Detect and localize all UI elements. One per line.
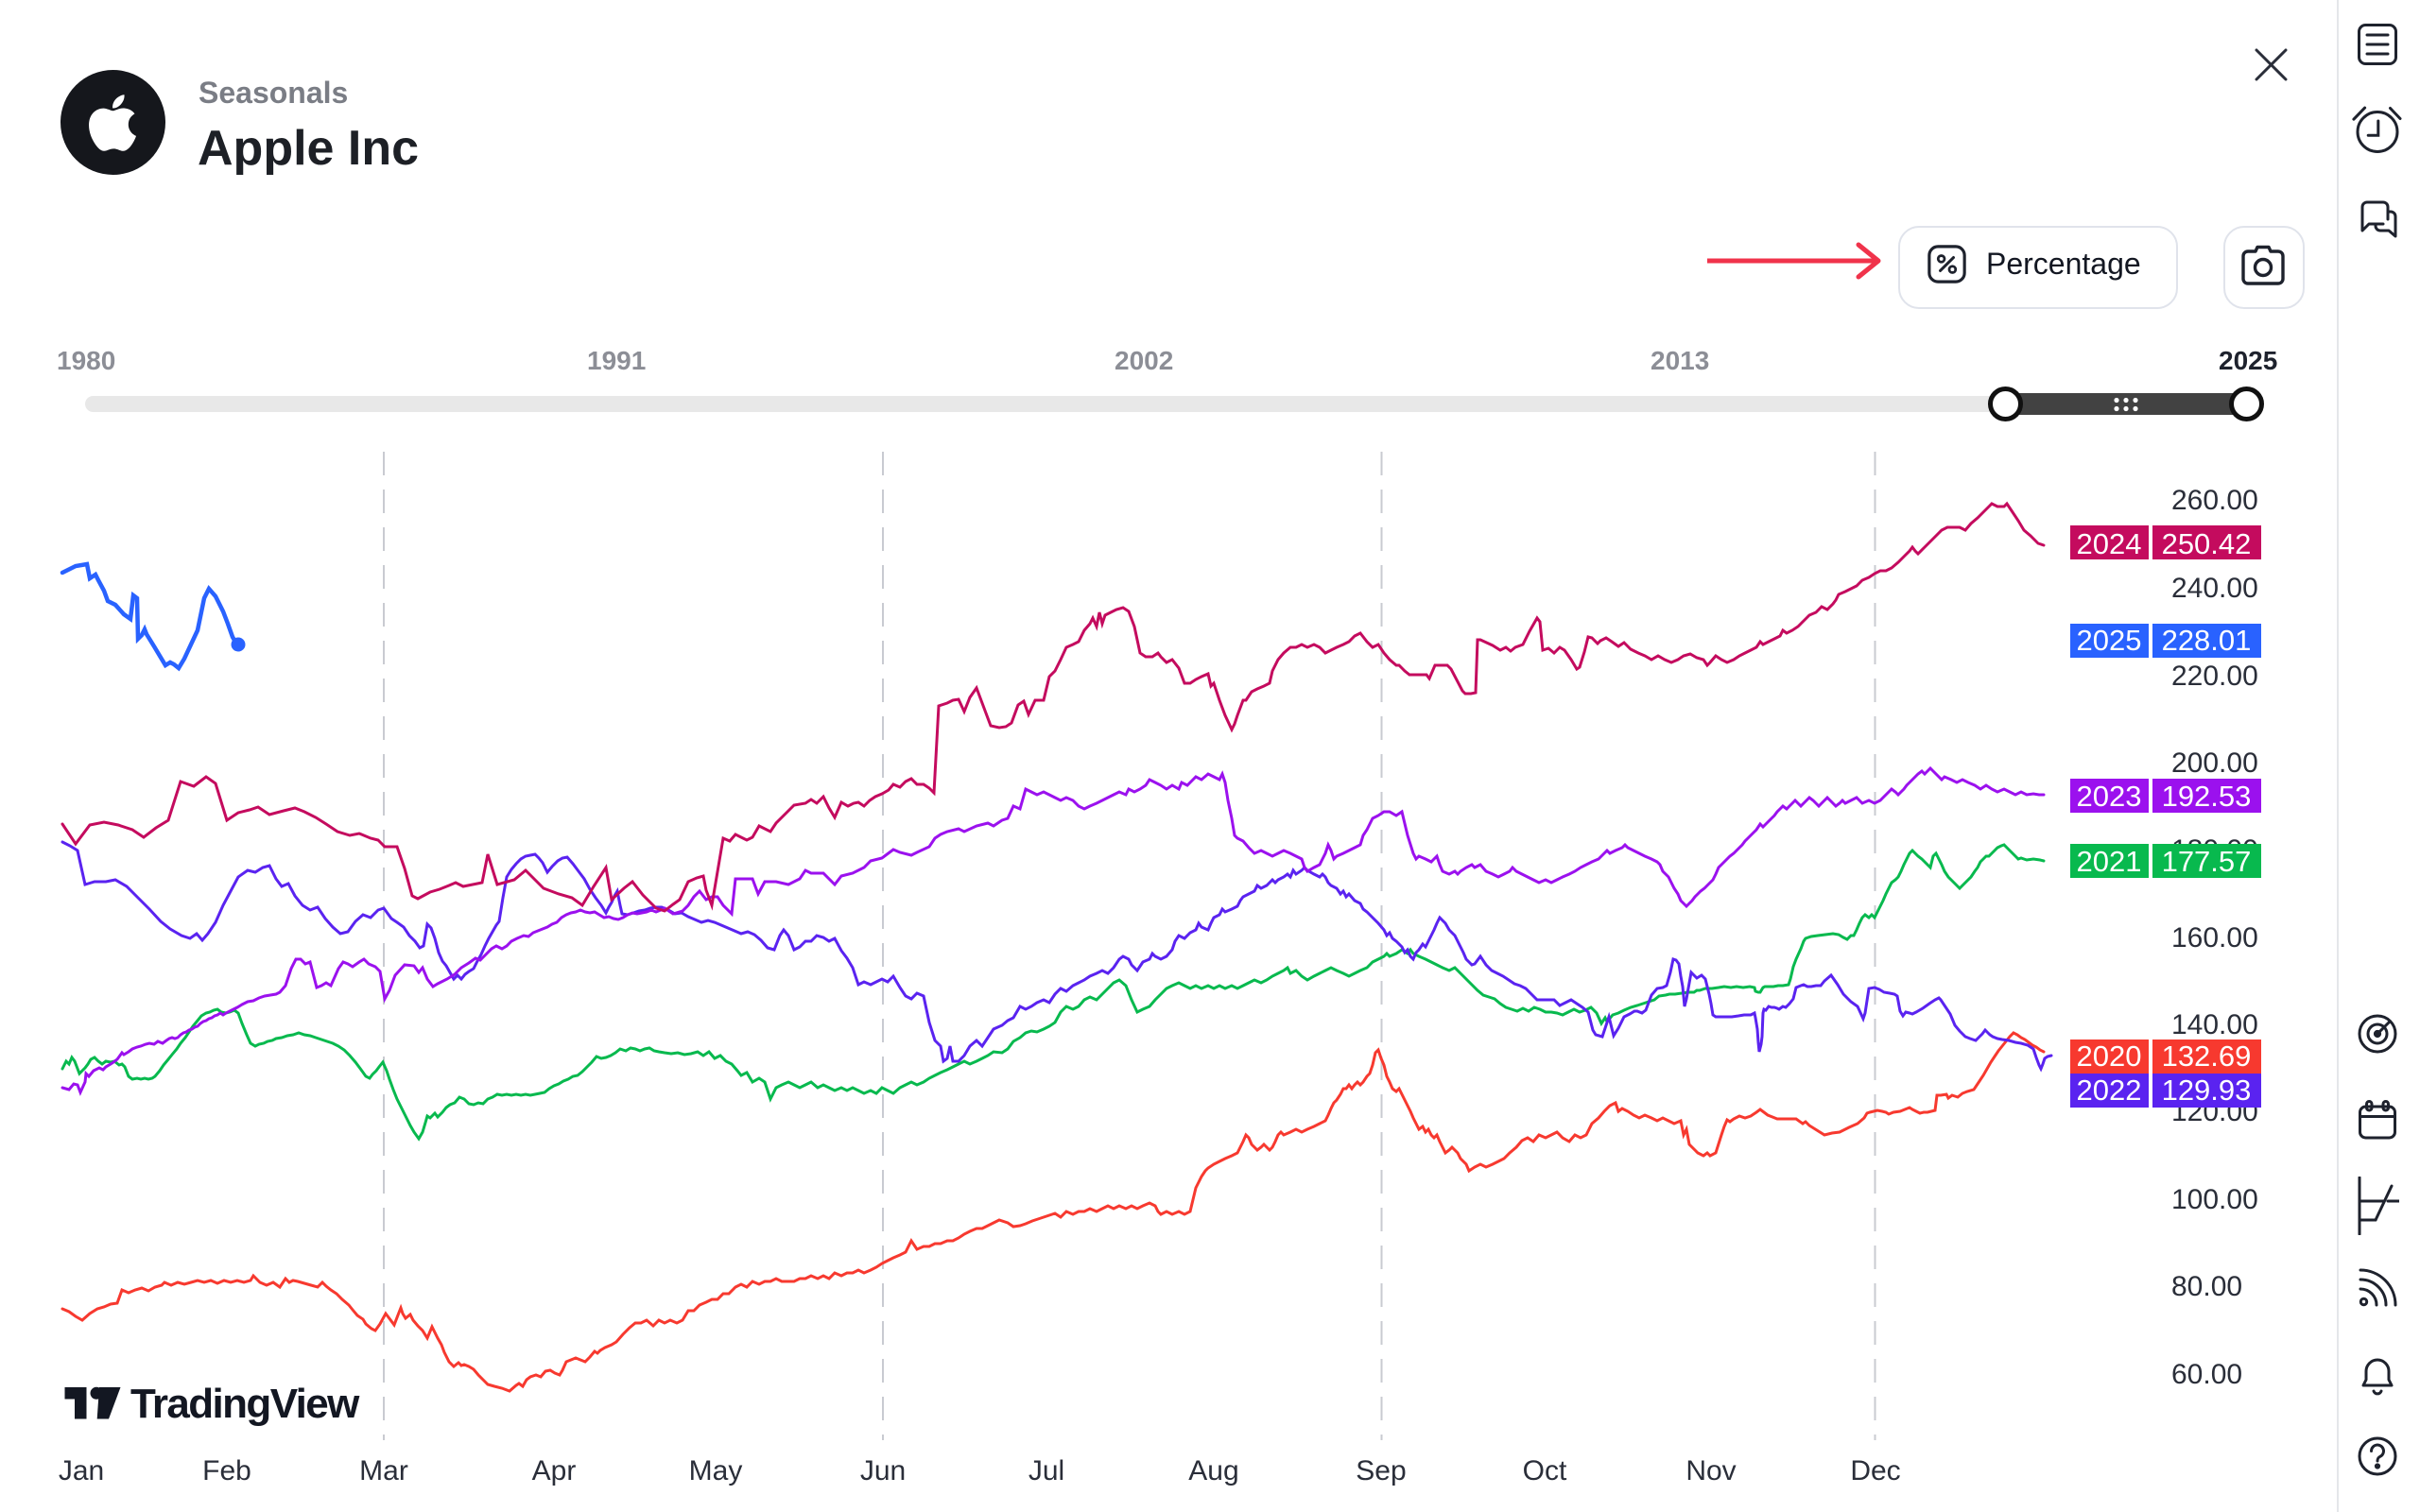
svg-text:200.00: 200.00 — [2171, 747, 2258, 779]
svg-text:240.00: 240.00 — [2171, 573, 2258, 604]
svg-text:2024: 2024 — [2077, 527, 2142, 560]
svg-text:2025: 2025 — [2077, 624, 2142, 657]
svg-text:Aug: Aug — [1188, 1455, 1238, 1486]
svg-text:220.00: 220.00 — [2171, 661, 2258, 692]
svg-text:Jul: Jul — [1028, 1455, 1064, 1486]
svg-text:129.93: 129.93 — [2162, 1074, 2252, 1107]
svg-text:160.00: 160.00 — [2171, 922, 2258, 954]
svg-text:2020: 2020 — [2077, 1040, 2142, 1073]
svg-text:Oct: Oct — [1523, 1455, 1567, 1486]
svg-text:Mar: Mar — [359, 1455, 408, 1486]
svg-text:Apr: Apr — [532, 1455, 577, 1486]
svg-text:2022: 2022 — [2077, 1074, 2142, 1107]
svg-text:100.00: 100.00 — [2171, 1184, 2258, 1215]
svg-text:250.42: 250.42 — [2162, 527, 2252, 560]
svg-text:May: May — [689, 1455, 743, 1486]
svg-text:60.00: 60.00 — [2171, 1359, 2242, 1390]
svg-text:132.69: 132.69 — [2162, 1040, 2252, 1073]
svg-text:80.00: 80.00 — [2171, 1271, 2242, 1302]
svg-text:Dec: Dec — [1850, 1455, 1900, 1486]
svg-text:2023: 2023 — [2077, 780, 2142, 813]
svg-text:Sep: Sep — [1356, 1455, 1406, 1486]
svg-text:192.53: 192.53 — [2162, 780, 2252, 813]
svg-text:260.00: 260.00 — [2171, 485, 2258, 516]
svg-text:177.57: 177.57 — [2162, 845, 2252, 878]
svg-text:Jan: Jan — [59, 1455, 104, 1486]
svg-text:140.00: 140.00 — [2171, 1009, 2258, 1040]
svg-text:Nov: Nov — [1685, 1455, 1736, 1486]
svg-text:228.01: 228.01 — [2162, 624, 2252, 657]
svg-text:2021: 2021 — [2077, 845, 2142, 878]
svg-text:Feb: Feb — [202, 1455, 251, 1486]
svg-text:Jun: Jun — [860, 1455, 906, 1486]
